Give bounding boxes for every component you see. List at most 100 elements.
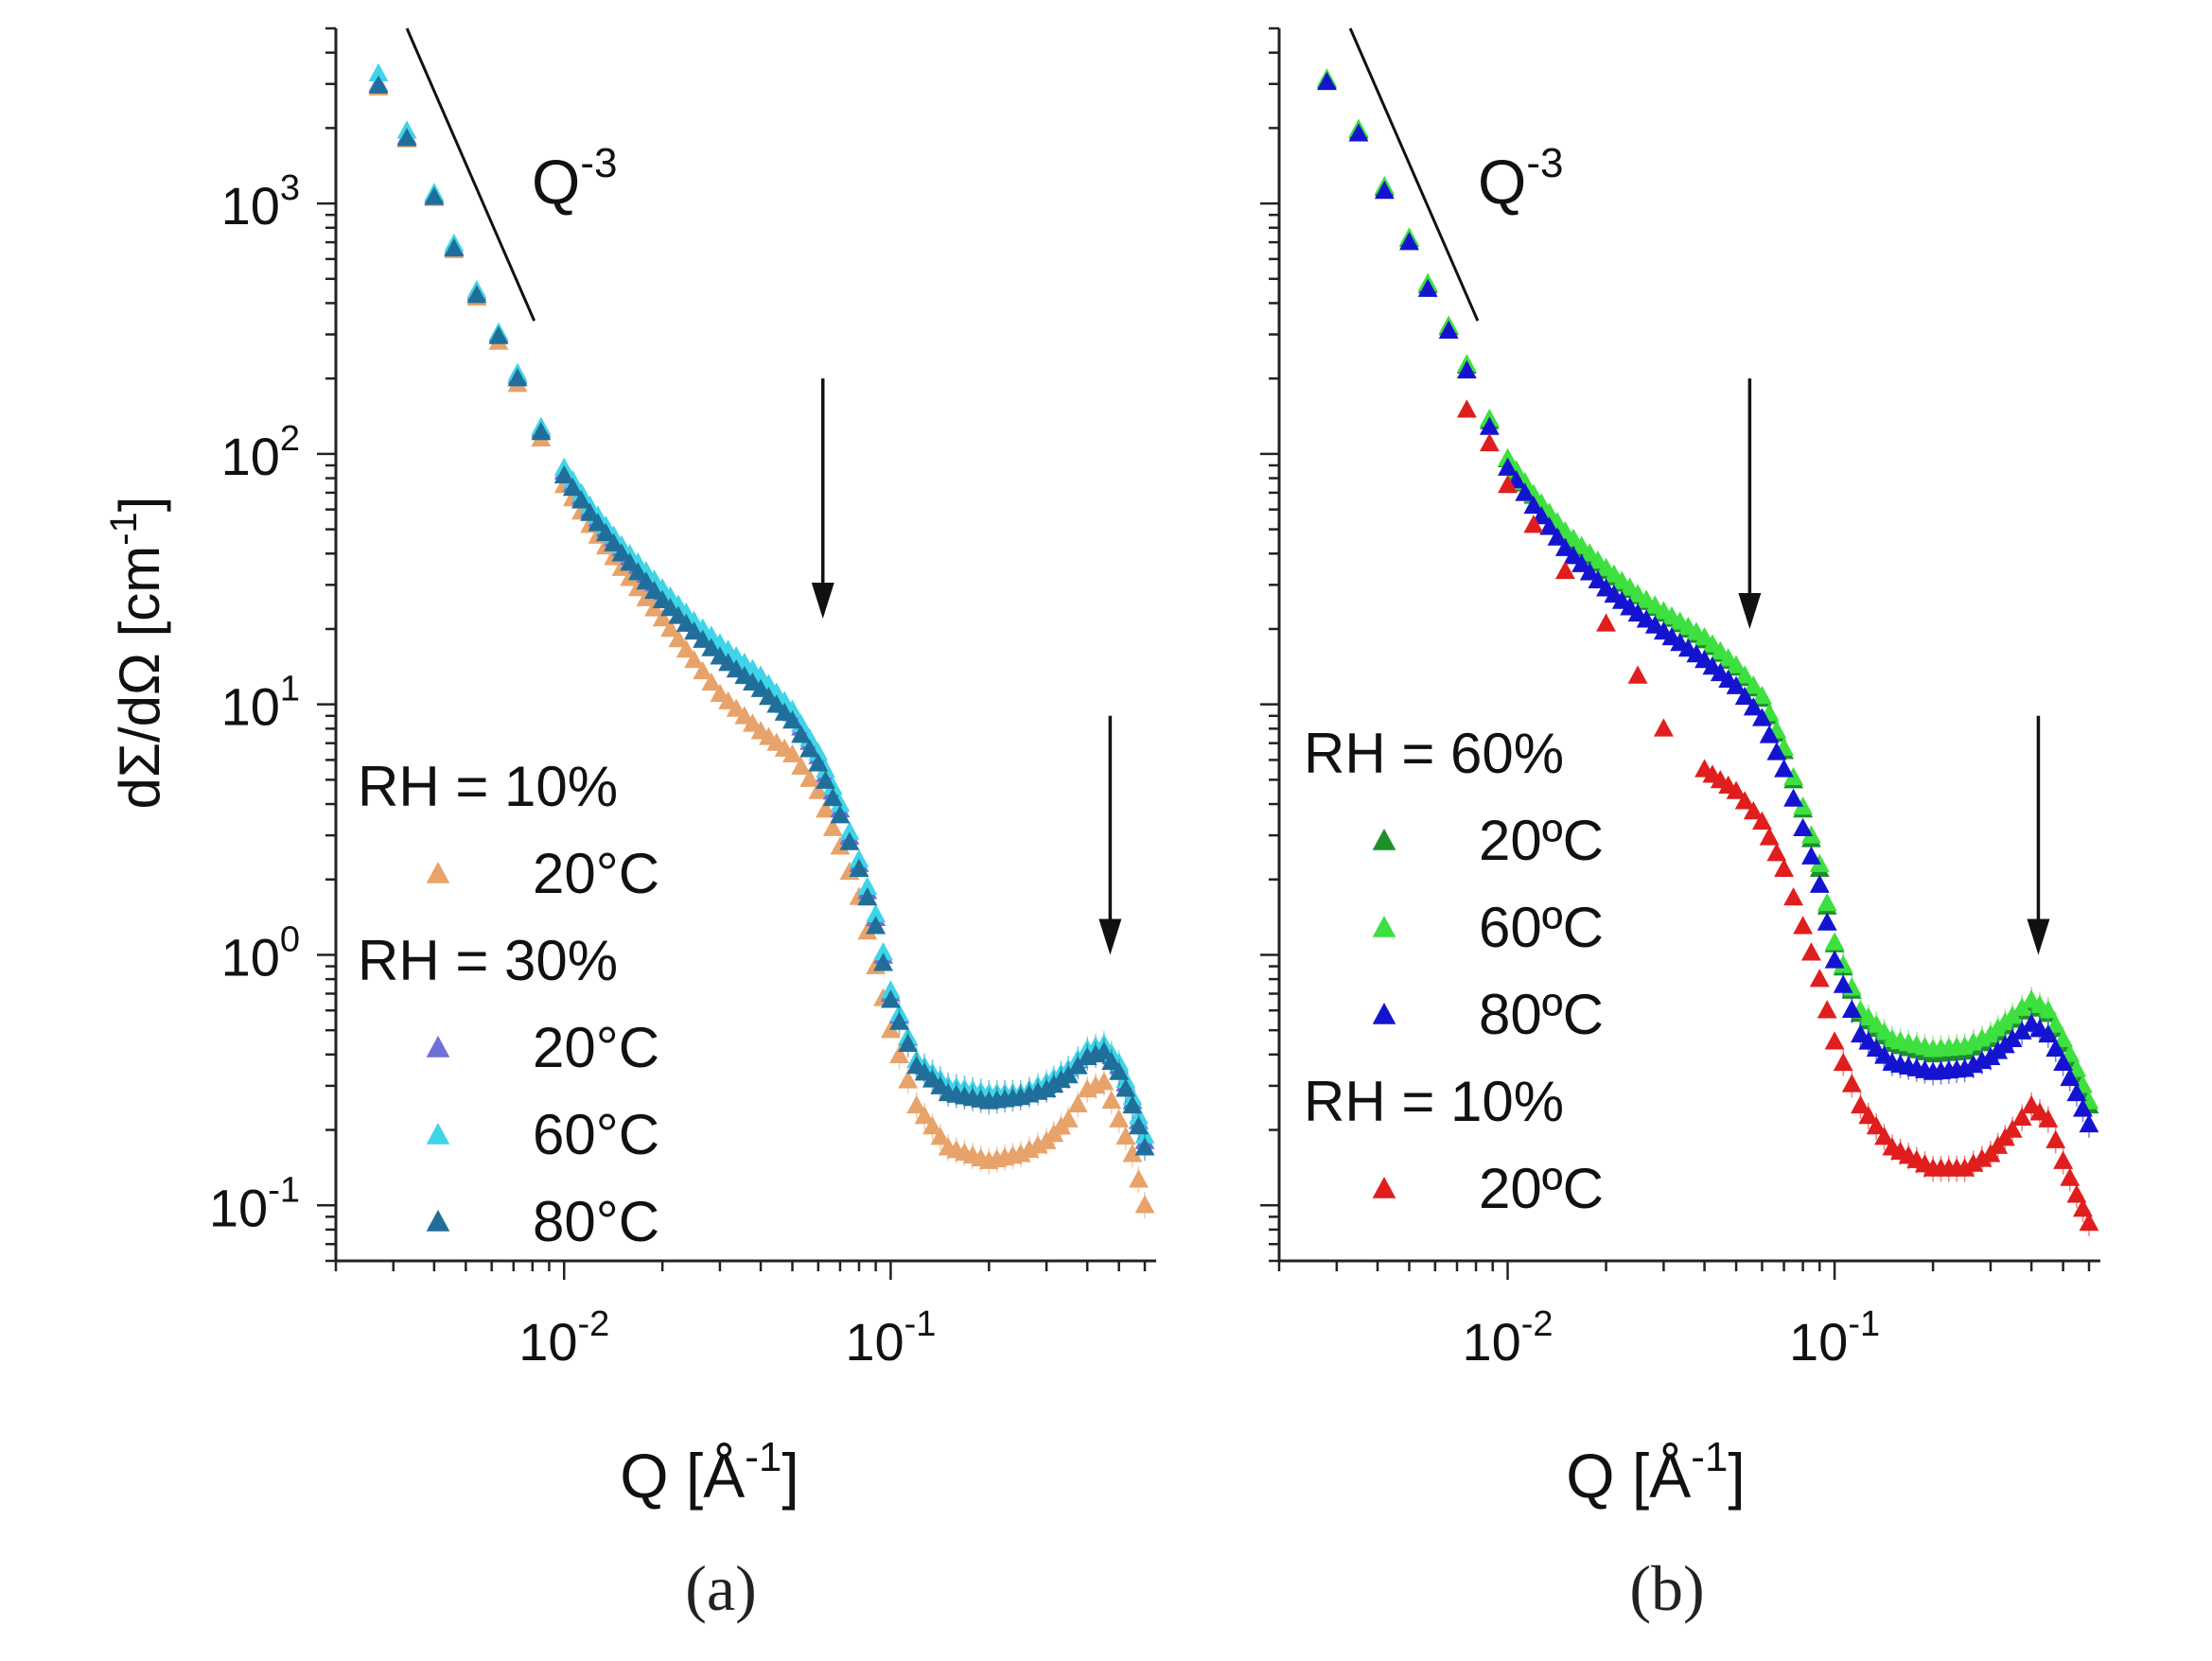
panel-a: 10-1 100 101 102 103 10-2 10-1 Q [Å-1] Q-3 RH = 1…: [209, 26, 1156, 1511]
data-point: [1726, 675, 1747, 694]
legend-marker: [1372, 829, 1396, 850]
data-point: [1751, 708, 1772, 726]
data-point: [1833, 974, 1853, 993]
data-point: [1783, 887, 1804, 906]
data-point: [1109, 1109, 1130, 1128]
data-point: [880, 980, 901, 999]
data-point: [1800, 942, 1821, 961]
data-point: [1122, 1144, 1143, 1163]
data-point: [1554, 560, 1575, 580]
data-point: [782, 710, 802, 729]
x-axis-label: Q [Å-1]: [620, 1434, 799, 1511]
data-point: [693, 660, 713, 680]
y-tick-label: 103: [221, 168, 300, 236]
data-point: [701, 672, 722, 691]
data-point: [799, 739, 820, 758]
data-point: [1547, 527, 1568, 546]
data-point: [1734, 791, 1755, 810]
data-point: [1456, 359, 1477, 379]
data-point: [588, 513, 608, 532]
data-point: [1851, 1094, 1870, 1114]
data-point: [562, 477, 583, 497]
data-point: [1627, 665, 1648, 684]
data-point: [1858, 1105, 1879, 1125]
data-point: [2066, 1082, 2087, 1102]
data-point: [808, 753, 829, 772]
legend: RH = 10% 20°C RH = 30% 20°C 60°C 80°C: [358, 755, 659, 1253]
data-point: [2053, 1052, 2074, 1072]
data-point: [1554, 537, 1575, 556]
data-point: [791, 725, 812, 743]
data-point: [930, 1127, 951, 1145]
data-point: [620, 568, 641, 586]
data-point: [906, 1094, 927, 1114]
data-point: [1955, 1158, 1975, 1177]
data-point: [1563, 546, 1584, 565]
data-point: [1101, 1051, 1122, 1071]
data-point: [1759, 725, 1780, 743]
legend-item-label: 80°C: [533, 1190, 659, 1253]
data-point: [553, 464, 574, 483]
data-point: [2053, 1150, 2074, 1169]
y-axis-label-end: ]: [108, 497, 171, 513]
series-a_rh10_20: [368, 77, 1155, 1219]
x-tick-label: 10-2: [1462, 1304, 1553, 1372]
data-point: [2066, 1184, 2087, 1203]
data-point: [1743, 800, 1764, 820]
data-point: [1094, 1040, 1115, 1060]
data-point: [1531, 506, 1552, 525]
data-point: [1134, 1195, 1155, 1214]
data-point: [611, 557, 632, 576]
data-point: [1317, 71, 1337, 91]
data-point: [580, 502, 601, 521]
data-point: [595, 522, 616, 542]
x-tick-label: 10-1: [1789, 1304, 1880, 1372]
data-point: [2045, 1014, 2066, 1033]
data-point: [1479, 432, 1500, 452]
legend-item-label: 60°C: [533, 1103, 659, 1166]
data-point: [368, 75, 389, 94]
panel-a-caption: (a): [685, 1552, 756, 1624]
data-point: [668, 629, 689, 648]
data-point: [2053, 1028, 2074, 1048]
slope-label: Q-3: [532, 140, 617, 217]
data-point: [866, 903, 887, 922]
data-point: [1793, 817, 1814, 836]
data-point: [2045, 1129, 2066, 1148]
data-point: [1122, 1094, 1143, 1114]
slope-guide-line: [1348, 27, 1480, 322]
series-b_rh60_60: [1317, 68, 2099, 1115]
data-point: [1874, 1127, 1895, 1145]
data-point: [922, 1116, 942, 1135]
x-axis-label: Q [Å-1]: [1566, 1434, 1746, 1511]
legend-item-label: 20ºC: [1479, 809, 1604, 872]
data-point: [1743, 697, 1764, 716]
data-point: [1817, 912, 1837, 931]
data-point: [2079, 1212, 2099, 1232]
y-axis-label-main: dΣ/dΩ [cm: [108, 546, 171, 810]
data-point: [1726, 655, 1747, 673]
data-point: [1129, 1116, 1149, 1135]
data-point: [1833, 954, 1853, 973]
data-point: [1115, 1126, 1136, 1145]
legend-marker: [1372, 1177, 1396, 1198]
data-point: [889, 1011, 909, 1030]
data-point: [2060, 1067, 2080, 1087]
data-point: [1101, 1090, 1122, 1110]
series-b_rh60_20: [1317, 69, 2099, 1119]
data-point: [2045, 1038, 2066, 1058]
data-point: [1515, 482, 1536, 501]
data-point: [914, 1105, 935, 1125]
data-point: [2073, 1098, 2093, 1117]
slope-label: Q-3: [1478, 140, 1563, 217]
data-point: [611, 543, 632, 562]
data-point: [1399, 232, 1419, 251]
legend-marker: [1372, 1003, 1396, 1024]
data-point: [1734, 665, 1755, 684]
data-point: [368, 62, 389, 82]
data-point: [1726, 780, 1747, 799]
y-tick-label: 101: [221, 670, 300, 737]
legend-item-label: 60ºC: [1479, 896, 1604, 959]
data-point: [791, 756, 812, 775]
data-point: [693, 629, 713, 648]
